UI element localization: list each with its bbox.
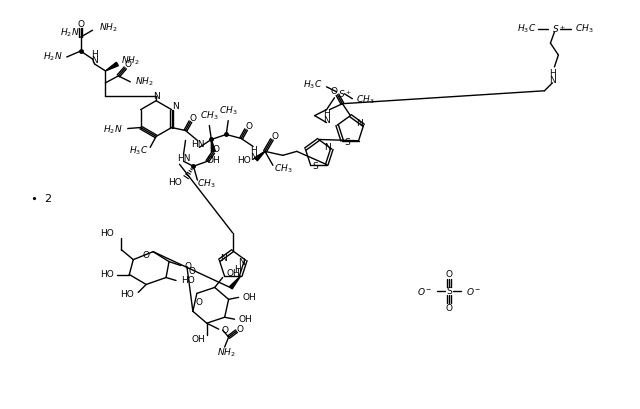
Text: N: N bbox=[239, 258, 245, 267]
Text: N: N bbox=[250, 153, 257, 162]
Text: HO: HO bbox=[100, 229, 113, 238]
Text: $S^+$: $S^+$ bbox=[339, 88, 353, 100]
Text: H: H bbox=[323, 109, 330, 118]
Text: N: N bbox=[91, 56, 98, 65]
Text: HO: HO bbox=[181, 276, 195, 285]
Text: $NH_2$: $NH_2$ bbox=[217, 347, 236, 359]
Text: N: N bbox=[323, 116, 330, 125]
Polygon shape bbox=[230, 276, 241, 289]
Text: O: O bbox=[188, 267, 195, 276]
Text: O: O bbox=[185, 262, 192, 271]
Text: $NH_2$: $NH_2$ bbox=[99, 22, 117, 34]
Text: HO: HO bbox=[120, 290, 134, 299]
Text: HN: HN bbox=[177, 154, 190, 163]
Text: H: H bbox=[250, 146, 257, 155]
Text: O: O bbox=[143, 251, 150, 260]
Text: O: O bbox=[445, 304, 452, 313]
Text: O: O bbox=[125, 61, 132, 70]
Text: O: O bbox=[236, 325, 243, 334]
Text: $NH_2$: $NH_2$ bbox=[135, 76, 154, 88]
Text: $CH_3$: $CH_3$ bbox=[200, 109, 219, 121]
Text: N: N bbox=[356, 119, 363, 128]
Text: N: N bbox=[220, 254, 227, 263]
Text: O: O bbox=[190, 114, 197, 123]
Text: $O^-$: $O^-$ bbox=[466, 286, 482, 297]
Text: N: N bbox=[549, 76, 556, 85]
Text: $\bullet$  2: $\bullet$ 2 bbox=[30, 192, 52, 204]
Text: HN: HN bbox=[191, 140, 204, 149]
Text: $CH_3$: $CH_3$ bbox=[219, 104, 237, 117]
Text: S: S bbox=[312, 162, 318, 171]
Text: $NH_2$: $NH_2$ bbox=[122, 55, 140, 67]
Text: $H_3C$: $H_3C$ bbox=[517, 23, 536, 36]
Text: $H_2N$: $H_2N$ bbox=[60, 27, 79, 39]
Polygon shape bbox=[106, 62, 118, 71]
Text: H: H bbox=[234, 265, 241, 274]
Text: $CH_3$: $CH_3$ bbox=[197, 178, 216, 190]
Text: O: O bbox=[445, 270, 452, 279]
Text: O: O bbox=[331, 87, 338, 96]
Text: $O^-$: $O^-$ bbox=[417, 286, 432, 297]
Text: $H_2N$: $H_2N$ bbox=[103, 123, 123, 136]
Text: H: H bbox=[549, 70, 556, 79]
Text: O: O bbox=[221, 326, 228, 335]
Text: $CH_3$: $CH_3$ bbox=[356, 94, 375, 106]
Text: OH: OH bbox=[207, 156, 220, 165]
Text: OH: OH bbox=[191, 335, 205, 344]
Text: $S^+$: $S^+$ bbox=[552, 23, 566, 35]
Polygon shape bbox=[211, 139, 215, 152]
Text: S: S bbox=[446, 287, 452, 296]
Text: HO: HO bbox=[168, 178, 182, 187]
Text: N: N bbox=[324, 143, 332, 152]
Text: OH: OH bbox=[239, 315, 252, 324]
Text: O: O bbox=[195, 298, 202, 307]
Text: $H_3C$: $H_3C$ bbox=[129, 144, 148, 157]
Text: HO: HO bbox=[100, 270, 113, 279]
Text: O: O bbox=[271, 132, 278, 141]
Polygon shape bbox=[255, 151, 265, 161]
Text: $H_3C$: $H_3C$ bbox=[303, 79, 323, 91]
Text: O: O bbox=[77, 20, 84, 29]
Text: S: S bbox=[344, 138, 350, 147]
Text: H: H bbox=[91, 49, 98, 58]
Text: O: O bbox=[246, 122, 253, 131]
Text: $H_2N$: $H_2N$ bbox=[44, 51, 63, 63]
Text: OH: OH bbox=[243, 293, 256, 302]
Text: N: N bbox=[153, 92, 159, 101]
Text: OH: OH bbox=[227, 269, 241, 278]
Text: O: O bbox=[212, 145, 220, 154]
Text: HO: HO bbox=[237, 156, 251, 165]
Text: $CH_3$: $CH_3$ bbox=[575, 23, 594, 36]
Text: N: N bbox=[172, 102, 179, 111]
Text: $CH_3$: $CH_3$ bbox=[274, 163, 292, 175]
